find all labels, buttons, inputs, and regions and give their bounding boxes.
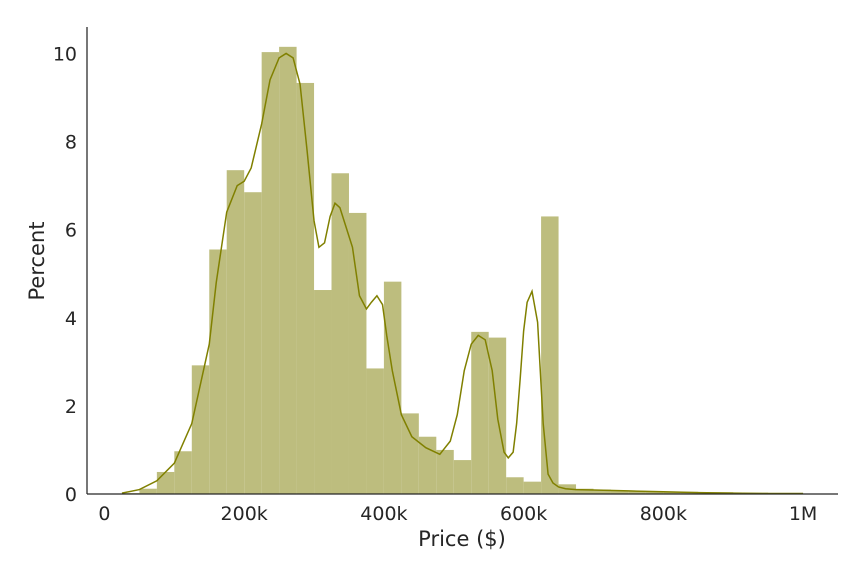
y-tick-label: 0 (65, 484, 77, 506)
histogram-bar (366, 368, 384, 494)
histogram-bar (279, 46, 297, 494)
histogram-bar (471, 331, 489, 494)
x-tick-label: 800k (640, 503, 687, 525)
histogram-bar (506, 477, 524, 494)
histogram-bar (261, 52, 280, 495)
histogram-bar (645, 491, 664, 494)
histogram-bar (401, 413, 419, 494)
histogram-bar (244, 192, 262, 494)
histogram-bar (628, 490, 646, 494)
histogram-bar (348, 212, 367, 495)
y-tick-label: 6 (65, 220, 77, 242)
bars-layer (121, 46, 804, 495)
x-tick-label: 0 (98, 503, 110, 525)
x-tick-label: 1M (789, 503, 817, 525)
histogram-bar (174, 451, 192, 494)
histogram-bar (383, 281, 402, 494)
histogram-bar (314, 290, 332, 494)
histogram-bar (576, 488, 594, 494)
y-tick-label: 2 (65, 396, 77, 418)
x-tick-labels: 0 200k 400k 600k 800k 1M (98, 503, 817, 525)
histogram-bar (191, 365, 210, 494)
histogram-bar (593, 489, 611, 494)
axes-layer (86, 27, 838, 495)
x-axis-label: Price ($) (418, 527, 506, 551)
kde-density-line (121, 52, 804, 495)
y-tick-label: 10 (53, 43, 77, 65)
histogram-bar (226, 170, 245, 494)
histogram-bar (610, 490, 629, 494)
x-tick-label: 200k (221, 503, 268, 525)
y-tick-label: 8 (65, 132, 77, 154)
histogram-bar (453, 460, 472, 494)
y-axis-label: Percent (25, 221, 49, 300)
histogram-bar (156, 471, 175, 494)
histogram-bar (331, 173, 349, 494)
x-tick-label: 400k (360, 503, 407, 525)
histogram-bar (541, 216, 559, 494)
histogram-bar (418, 436, 437, 494)
y-tick-labels: 0 2 4 6 8 10 (53, 43, 77, 506)
histogram-bar (139, 488, 157, 494)
histogram-bar (209, 249, 227, 494)
histogram-bar (296, 82, 315, 494)
y-tick-label: 4 (65, 308, 77, 330)
histogram-bar (523, 481, 542, 494)
x-tick-label: 600k (500, 503, 547, 525)
histogram-bar (663, 491, 681, 494)
histogram-bar (436, 449, 454, 494)
